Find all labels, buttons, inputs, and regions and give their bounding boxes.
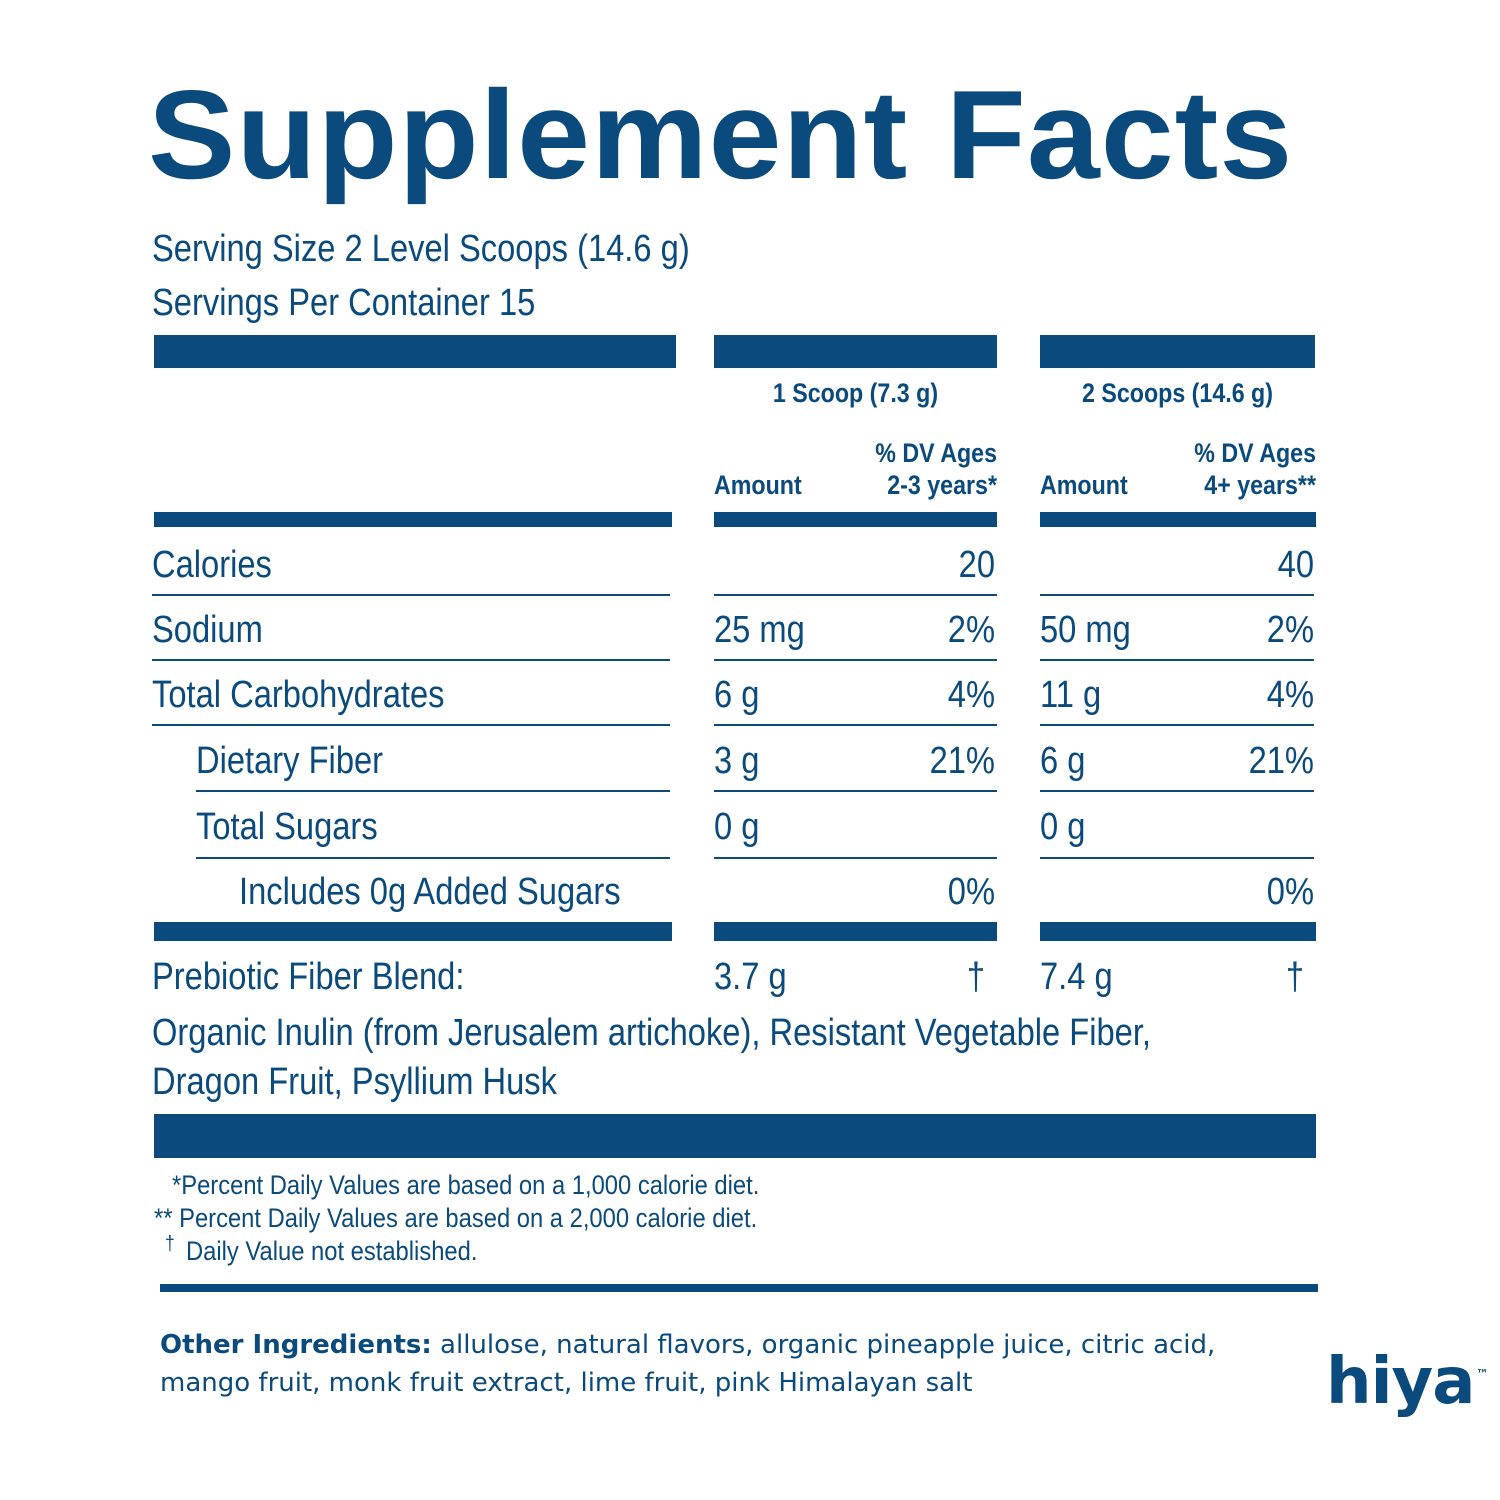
hiya-logo: hiya ™	[1326, 1350, 1488, 1414]
prebiotic-amt1: 3.7 g	[714, 956, 787, 998]
row-carbs-dv1: 4%	[947, 674, 995, 716]
row-added-sugars-dv2: 0%	[1266, 871, 1314, 913]
rule-left	[196, 857, 670, 859]
top-bar-left	[154, 335, 676, 368]
row-name-added-sugars: Includes 0g Added Sugars	[239, 871, 621, 913]
rule-left	[196, 790, 670, 792]
rule-col2	[1040, 857, 1314, 859]
rule-left	[152, 659, 670, 661]
row-sugars-amt1: 0 g	[714, 806, 760, 848]
col2-amount-label: Amount	[1040, 470, 1128, 500]
col1-amount-label: Amount	[714, 470, 802, 500]
row-sodium-dv2: 2%	[1266, 609, 1314, 651]
prebiotic-desc-line1: Organic Inulin (from Jerusalem artichoke…	[152, 1012, 1152, 1054]
footnote-1000-calorie: *Percent Daily Values are based on a 1,0…	[172, 1170, 760, 1200]
top-bar-col1	[714, 335, 997, 368]
other-ingredients-label: Other Ingredients:	[160, 1330, 432, 1360]
col2-header: 2 Scoops (14.6 g)	[1081, 378, 1273, 408]
footnote-not-established: Daily Value not established.	[186, 1236, 478, 1266]
rule-left	[152, 594, 670, 596]
row-carbs-amt1: 6 g	[714, 674, 760, 716]
rule-col2	[1040, 659, 1314, 661]
footnote-dagger: †	[165, 1233, 175, 1255]
rule-col1	[714, 857, 997, 859]
prebiotic-dv2: †	[1285, 956, 1304, 998]
other-ingredients-line1: Other Ingredients: allulose, natural fla…	[160, 1332, 1215, 1358]
trademark-mark: ™	[1476, 1367, 1488, 1381]
col1-dv-line2: 2-3 years*	[887, 470, 997, 500]
rule-col2	[1040, 790, 1314, 792]
col2-dv-line2: 4+ years**	[1204, 470, 1316, 500]
row-fiber-amt1: 3 g	[714, 740, 760, 782]
footnote-divider	[160, 1284, 1318, 1292]
rule-col1	[714, 594, 997, 596]
row-fiber-amt2: 6 g	[1040, 740, 1086, 782]
header-bar-left	[154, 512, 672, 527]
row-carbs-dv2: 4%	[1266, 674, 1314, 716]
prebiotic-dv1: †	[966, 956, 985, 998]
row-name-sodium: Sodium	[152, 609, 263, 651]
row-calories-dv1: 20	[958, 544, 995, 586]
row-sugars-amt2: 0 g	[1040, 806, 1086, 848]
top-bar-col2	[1040, 335, 1315, 368]
other-ingredients-line2: mango fruit, monk fruit extract, lime fr…	[160, 1368, 973, 1398]
header-bar-col1	[714, 512, 997, 527]
row-sodium-amt1: 25 mg	[714, 609, 805, 651]
rule-col1	[714, 790, 997, 792]
row-added-sugars-dv1: 0%	[947, 871, 995, 913]
section-bar-col1	[714, 922, 997, 941]
prebiotic-amt2: 7.4 g	[1040, 956, 1113, 998]
col1-dv-line1: % DV Ages	[875, 438, 997, 468]
col1-header: 1 Scoop (7.3 g)	[772, 378, 939, 408]
rule-col1	[714, 724, 997, 726]
row-sodium-dv1: 2%	[947, 609, 995, 651]
serving-size: Serving Size 2 Level Scoops (14.6 g)	[152, 228, 690, 270]
prebiotic-blend-name: Prebiotic Fiber Blend:	[152, 956, 465, 998]
row-sodium-amt2: 50 mg	[1040, 609, 1131, 651]
page-title: Supplement Facts	[148, 64, 1294, 205]
servings-per-container: Servings Per Container 15	[152, 282, 536, 324]
other-ingredients-text1: allulose, natural flavors, organic pinea…	[440, 1330, 1216, 1360]
section-bar-col2	[1040, 922, 1316, 941]
row-fiber-dv2: 21%	[1248, 740, 1314, 782]
bottom-bar	[154, 1114, 1316, 1158]
row-name-total-carbohydrates: Total Carbohydrates	[152, 674, 445, 716]
row-name-calories: Calories	[152, 544, 272, 586]
rule-col2	[1040, 724, 1314, 726]
row-fiber-dv1: 21%	[929, 740, 995, 782]
col2-dv-line1: % DV Ages	[1194, 438, 1316, 468]
rule-col1	[714, 659, 997, 661]
rule-col2	[1040, 594, 1314, 596]
row-carbs-amt2: 11 g	[1040, 674, 1102, 716]
footnote-2000-calorie: ** Percent Daily Values are based on a 2…	[154, 1203, 758, 1233]
prebiotic-desc-line2: Dragon Fruit, Psyllium Husk	[152, 1061, 557, 1103]
rule-left	[152, 724, 670, 726]
row-name-total-sugars: Total Sugars	[196, 806, 378, 848]
section-bar-left	[154, 922, 672, 941]
hiya-logo-text: hiya	[1326, 1345, 1475, 1419]
row-name-dietary-fiber: Dietary Fiber	[196, 740, 384, 782]
header-bar-col2	[1040, 512, 1316, 527]
row-calories-dv2: 40	[1277, 544, 1314, 586]
